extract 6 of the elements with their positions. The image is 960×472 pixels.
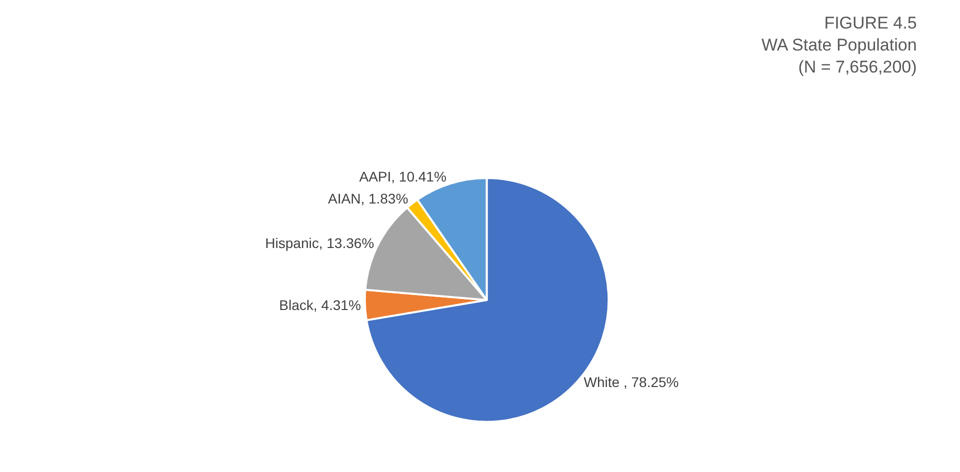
slice-label: AAPI, 10.41% — [359, 168, 446, 184]
slice-label: AIAN, 1.83% — [328, 190, 408, 206]
text: FIGURE 4.5 WA State Population (N = 7,656,200) — [761, 13, 917, 77]
slice-label: Hispanic, 13.36% — [265, 234, 374, 251]
slice-label: Black, 4.31% — [279, 297, 361, 314]
slice-label: White , 78.25% — [584, 374, 679, 390]
